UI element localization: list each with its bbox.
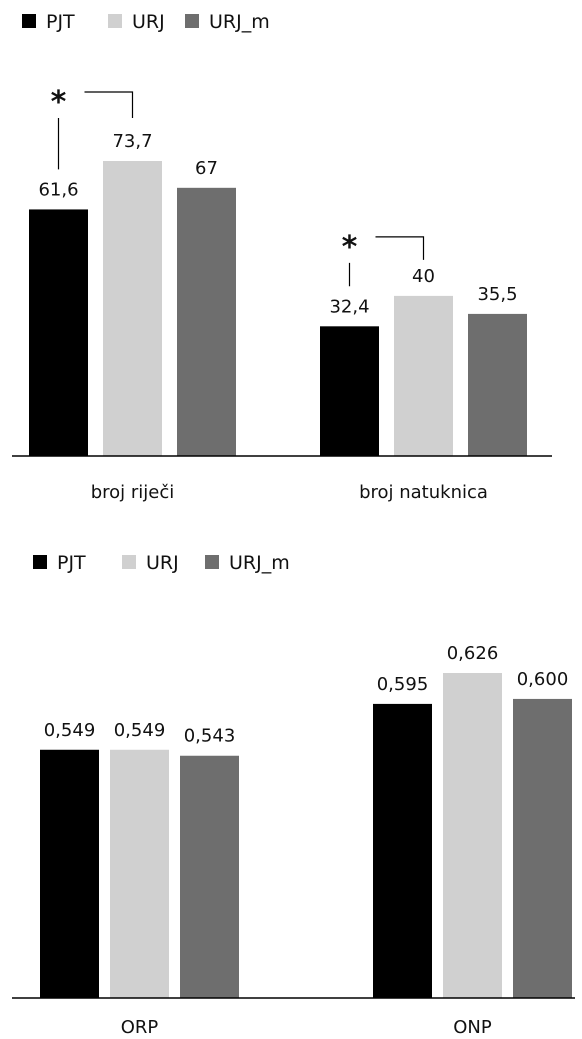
chart-1-legend-label-urj_m: URJ_m <box>209 11 270 33</box>
chart-1-data-label-pjt-2: 32,4 <box>329 296 369 317</box>
chart-1-bar-urj-1 <box>103 161 162 456</box>
chart-2-bar-pjt-1 <box>40 749 99 998</box>
chart-2-legend-label-urj: URJ <box>146 552 179 574</box>
chart-1-category-label-2: broj natuknica <box>359 482 488 503</box>
chart-2-legend-swatch-pjt <box>33 555 47 569</box>
chart-1-significance-bracket-1 <box>57 91 134 170</box>
chart-2-data-label-urj-1: 0,549 <box>114 720 166 741</box>
chart-2-bar-urj_m-2 <box>513 698 572 998</box>
chart-2-bar-urj-1 <box>110 749 169 998</box>
chart-1-legend-swatch-pjt <box>22 14 36 28</box>
chart-1-legend-swatch-urj_m <box>185 14 199 28</box>
chart-2-legend-label-urj_m: URJ_m <box>229 552 290 574</box>
chart-1-bar-urj_m-1 <box>177 187 236 456</box>
chart-1-bar-pjt-1 <box>29 209 88 456</box>
chart-1-data-label-pjt-1: 61,6 <box>38 179 78 200</box>
chart-1-legend-label-pjt: PJT <box>46 11 75 33</box>
chart-1-legend-label-urj: URJ <box>132 11 165 33</box>
chart-1-significance-bracket-2 <box>348 236 425 287</box>
chart-2-bar-pjt-2 <box>373 703 432 998</box>
chart-2-data-label-pjt-1: 0,549 <box>44 720 96 741</box>
chart-1-bar-urj-2 <box>394 295 453 456</box>
chart-1-bar-urj_m-2 <box>468 313 527 456</box>
chart-2-data-label-pjt-2: 0,595 <box>377 674 429 695</box>
chart-2-bar-urj-2 <box>443 673 502 998</box>
chart-2-data-label-urj_m-2: 0,600 <box>517 669 569 690</box>
chart-1-data-label-urj-1: 73,7 <box>112 131 152 152</box>
chart-1-legend-swatch-urj <box>108 14 122 28</box>
chart-2-legend-swatch-urj <box>122 555 136 569</box>
chart-1-significance-marker-1: * <box>51 85 67 120</box>
chart-2-bar-urj_m-1 <box>180 755 239 998</box>
chart-2-category-label-1: ORP <box>121 1017 159 1038</box>
chart-1-bar-pjt-2 <box>320 326 379 456</box>
chart-1-data-label-urj-2: 40 <box>412 266 435 287</box>
chart-1-data-label-urj_m-1: 67 <box>195 158 218 179</box>
chart-2-legend-swatch-urj_m <box>205 555 219 569</box>
chart-1-data-label-urj_m-2: 35,5 <box>477 284 517 305</box>
chart-2-data-label-urj-2: 0,626 <box>447 643 499 664</box>
chart-2-data-label-urj_m-1: 0,543 <box>184 726 236 747</box>
chart-1-category-label-1: broj riječi <box>91 482 175 503</box>
chart-2-category-label-2: ONP <box>453 1017 492 1038</box>
chart-2-legend-label-pjt: PJT <box>57 552 86 574</box>
chart-1-significance-marker-2: * <box>342 230 358 265</box>
